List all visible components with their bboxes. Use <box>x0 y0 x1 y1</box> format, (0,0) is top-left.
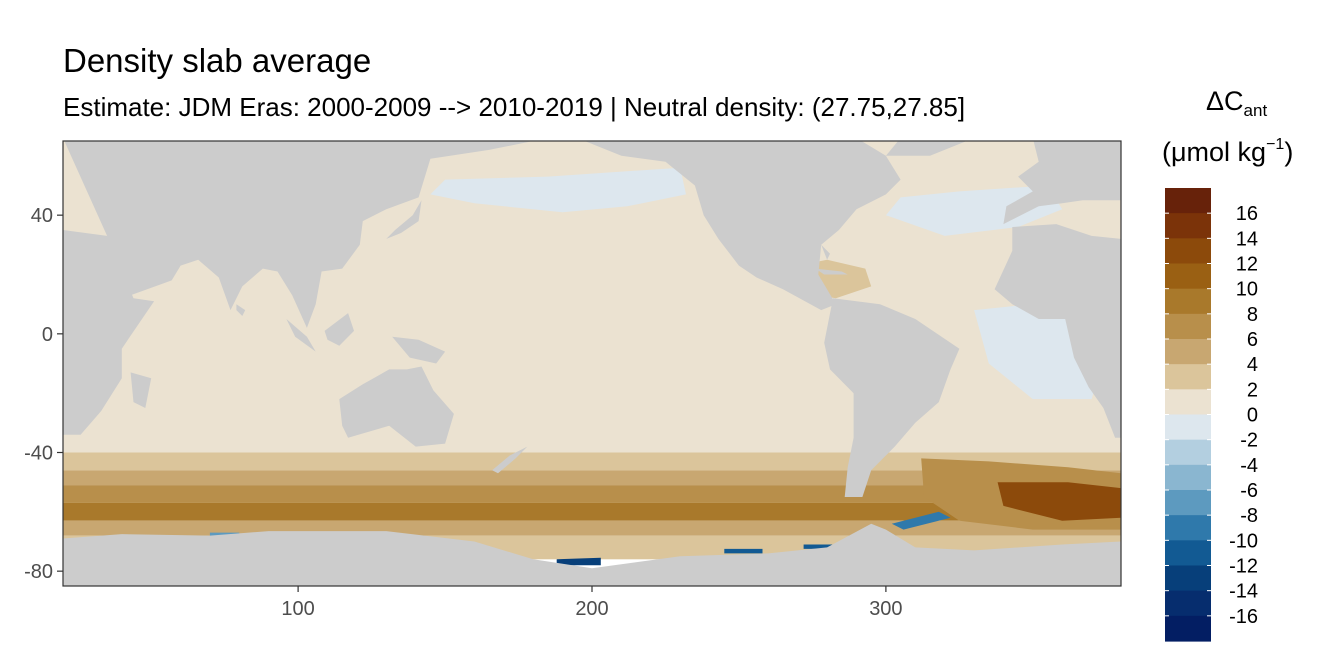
land-south-america <box>824 298 960 497</box>
land-japan <box>386 200 422 239</box>
land-india-tip <box>236 304 246 316</box>
land-cuba <box>815 268 848 275</box>
y-tick-label: 0 <box>42 324 53 346</box>
x-tick-label: 300 <box>869 598 902 620</box>
region-south-atlantic-core <box>997 482 1121 521</box>
colorbar-swatch <box>1165 565 1211 592</box>
colorbar-label: -8 <box>1240 505 1258 527</box>
colorbar-swatch <box>1165 213 1211 239</box>
colorbar: 16 14 12 10 8 6 4 2 0 -2 -4 -6 -8 -10 -12 -14 -16 <box>1165 188 1258 642</box>
colorbar-label: -2 <box>1240 430 1258 452</box>
colorbar-swatch <box>1165 313 1211 340</box>
chart-title: Density slab average <box>63 42 372 79</box>
colorbar-swatch <box>1165 364 1211 390</box>
colorbar-swatch <box>1165 464 1211 491</box>
region-amundsen-sea <box>724 548 763 554</box>
land-north-america <box>584 141 901 311</box>
x-tick-label: 100 <box>281 598 314 620</box>
colorbar-swatch <box>1165 389 1211 416</box>
zonal-band <box>63 502 1121 521</box>
colorbar-label: -6 <box>1240 480 1258 502</box>
colorbar-label: 10 <box>1236 279 1258 301</box>
colorbar-swatch <box>1165 590 1211 617</box>
land-borneo <box>324 313 354 346</box>
land-greenland <box>885 141 967 156</box>
y-tick-label: -80 <box>24 561 53 583</box>
land-borneo-sumatra <box>286 319 316 352</box>
colorbar-swatch <box>1165 263 1211 290</box>
land-australia <box>339 366 454 447</box>
colorbar-label: 0 <box>1247 405 1258 427</box>
chart-subtitle: Estimate: JDM Eras: 2000-2009 --> 2010-2… <box>63 92 966 122</box>
colorbar-swatch <box>1165 339 1211 365</box>
legend-unit: (μmol kg−1) <box>1162 136 1294 167</box>
region-north-pacific <box>430 167 686 213</box>
colorbar-label: 2 <box>1247 379 1258 401</box>
colorbar-label: 16 <box>1236 203 1258 225</box>
land-africa <box>63 230 155 435</box>
region-ross-sea <box>556 557 601 566</box>
colorbar-swatch <box>1165 615 1211 642</box>
colorbar-label: -14 <box>1229 581 1258 603</box>
y-tick-label: -40 <box>24 443 53 465</box>
colorbar-swatch <box>1165 490 1211 516</box>
colorbar-swatch <box>1165 439 1211 466</box>
colorbar-swatch <box>1165 414 1211 441</box>
legend-title: ΔCant <box>1206 86 1268 120</box>
land-europe <box>1003 141 1121 225</box>
x-tick-label: 200 <box>575 598 608 620</box>
y-tick-label: 40 <box>31 205 53 227</box>
colorbar-label: -4 <box>1240 455 1258 477</box>
map-panel <box>63 141 1121 586</box>
colorbar-swatch <box>1165 188 1211 214</box>
land-arabia-asia <box>64 141 534 328</box>
colorbar-label: -16 <box>1229 606 1258 628</box>
colorbar-label: 14 <box>1236 228 1258 250</box>
colorbar-label: 6 <box>1247 329 1258 351</box>
colorbar-swatch <box>1165 515 1211 541</box>
colorbar-label: -10 <box>1229 530 1258 552</box>
colorbar-label: -12 <box>1229 556 1258 578</box>
land-florida <box>821 244 830 260</box>
land-africa-east <box>994 224 1121 438</box>
colorbar-swatch <box>1165 540 1211 567</box>
colorbar-swatch <box>1165 288 1211 315</box>
colorbar-swatch <box>1165 238 1211 265</box>
colorbar-label: 8 <box>1247 304 1258 326</box>
region-weddell-sea <box>891 511 951 530</box>
region-north-atlantic <box>885 185 1063 236</box>
land-antarctica <box>63 523 1121 586</box>
land-madagascar <box>130 372 152 408</box>
colorbar-label: 4 <box>1247 354 1258 376</box>
colorbar-label: 12 <box>1236 254 1258 276</box>
land-new-zealand <box>492 446 528 474</box>
land-new-guinea <box>392 336 446 364</box>
